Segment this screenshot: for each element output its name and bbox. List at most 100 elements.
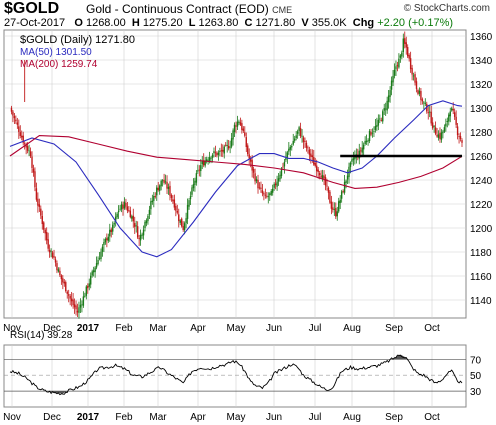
candle-body [220,150,223,152]
candle-body [401,52,403,57]
candle-body [90,275,92,285]
volume-label: V [301,17,309,29]
candle-body [360,150,362,152]
candle-body [109,229,111,237]
candle-body [142,229,145,236]
candle-body [40,208,42,216]
candle-body [338,201,340,212]
rsi-month-tick-label: Feb [115,412,133,423]
candle-body [178,214,180,222]
candle-body [286,152,289,158]
candle-body [170,195,173,198]
legend-ma50: MA(50) 1301.50 [20,47,92,58]
candle-body [314,162,316,166]
low-label: L [188,17,196,29]
candle-body [176,211,178,213]
candle-body [204,160,206,166]
candle-body [343,181,346,193]
candle-body [200,165,202,172]
rsi-month-tick-label: Dec [43,412,61,423]
candle-body [254,173,256,182]
candle-body [367,140,369,142]
candle-body [362,144,365,150]
candle-body [399,55,402,58]
candle-body [114,216,117,223]
candle-body [81,304,83,306]
candle-body [43,222,45,230]
candle-body [255,179,258,182]
candle-body [75,305,77,310]
candle-body [257,179,259,189]
month-tick-label: Dec [43,323,61,334]
candle-body [207,159,209,161]
candle-body [271,188,274,193]
candle-body [411,67,413,75]
candle-body [443,127,446,132]
candle-body [181,218,183,227]
candle-body [461,140,463,143]
candle-body [120,204,123,210]
candle-body [370,132,372,135]
candle-body [22,135,24,143]
candle-body [84,295,86,297]
candle-body [414,74,416,83]
candle-body [113,223,115,225]
candle-body [364,140,366,144]
candle-body [101,246,104,252]
candle-body [201,161,203,165]
candle-body [421,99,424,102]
stockcharts-brand[interactable]: © StockCharts.com [403,3,490,14]
candle-body [263,193,265,195]
candle-body [241,123,243,130]
candle-body [213,151,215,154]
candle-body [192,184,195,189]
candle-body [79,304,82,308]
candle-body [186,204,189,219]
candle-body [418,90,421,94]
candle-body [452,109,454,111]
candle-body [238,121,240,123]
price-tick-label: 1200 [470,224,493,235]
candle-body [169,185,171,196]
ma200-line [9,135,463,189]
rsi-oversold-fill [10,391,462,394]
candle-body [183,223,186,231]
candle-body [448,114,450,122]
candle-body [431,122,434,128]
rsi-legend: RSI(14) 39.28 [10,330,73,341]
candle-body [156,187,158,196]
candle-body [92,270,95,273]
candle-body [352,158,355,161]
candle-body [232,130,234,140]
candle-body [374,126,377,130]
month-tick-label: Apr [190,323,206,334]
candle-body [386,100,388,111]
exchange-label: CME [272,5,293,15]
candle-body [87,285,89,289]
candle-body [82,296,85,306]
candle-body [210,157,212,159]
candle-body [34,171,36,188]
candle-body [277,178,280,182]
candle-body [54,259,57,263]
candle-body [59,270,61,276]
candle-body [217,152,220,155]
candle-body [449,111,451,117]
candle-body [219,151,221,152]
candle-body [288,148,290,152]
candle-body [211,154,214,158]
candle-body [158,185,161,191]
change-value: +2.20 (+0.17%) [377,17,454,29]
candle-body [125,202,127,207]
candle-body [15,119,17,122]
candle-body [63,281,65,284]
rsi-plot-frame [3,344,467,408]
candle-body [346,175,349,180]
candle-body [163,179,165,183]
candle-body [229,146,231,148]
candle-body [144,221,146,229]
month-tick-label: Sep [385,323,403,334]
rsi-month-tick-label: 2017 [77,412,100,423]
candle-body [393,69,396,76]
candle-body [412,75,415,77]
